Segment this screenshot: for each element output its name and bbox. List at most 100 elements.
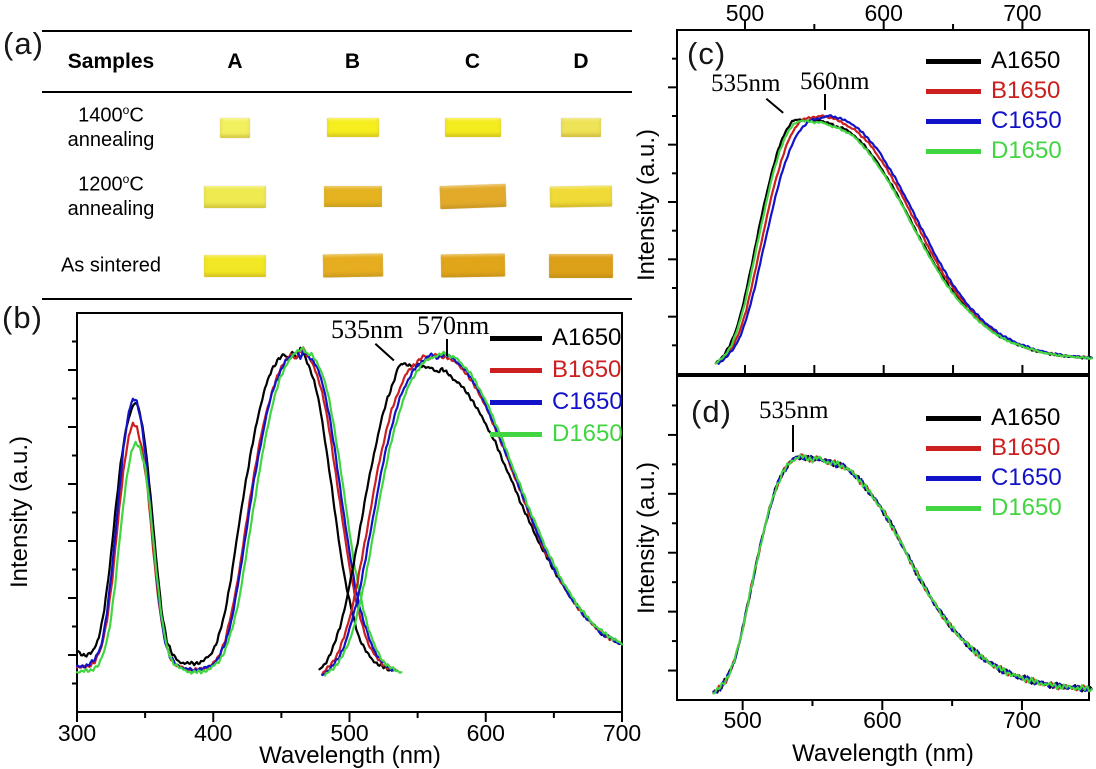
legend-label: C1650 (991, 107, 1062, 134)
legend-item-a1650: A1650 (926, 403, 1062, 433)
emission-chart-d: 500 600 700 Wavelength (nm) Intensity (a.u.) (633, 375, 1093, 767)
row-label-line2: annealing (67, 128, 155, 151)
legend-line-swatch (926, 415, 981, 421)
degree-sup: o (122, 172, 130, 187)
table-row-1400c: 1400oC annealing (42, 93, 632, 162)
sample-photo-c-sintered (440, 253, 505, 278)
legend-item-d1650: D1650 (926, 493, 1062, 523)
sample-photo-c-1200 (439, 183, 506, 210)
sample-cell (415, 183, 530, 210)
legend-line-swatch (926, 505, 981, 511)
peak-annotation-c-535nm: 535nm (711, 70, 781, 97)
sample-photo-a-1400 (220, 117, 250, 138)
excitation-emission-chart-b: 300 400 500 600 700 Wavelength (nm) Intensity … (6, 312, 641, 769)
sample-cell (290, 186, 415, 207)
legend-panel-c: A1650 B1650 C1650 D1650 (926, 46, 1062, 166)
svg-text:600: 600 (467, 720, 505, 746)
row-label-as-sintered: As sintered (42, 253, 180, 278)
sample-photo-a-sintered (204, 254, 266, 277)
sample-cell (180, 117, 290, 138)
peak-annotation-c-560nm: 560nm (800, 68, 870, 95)
row-label-1200c: 1200oC annealing (42, 172, 180, 221)
row-label-unit: C (129, 173, 144, 196)
svg-text:Intensity (a.u.): Intensity (a.u.) (633, 129, 660, 281)
legend-line-swatch (926, 88, 981, 94)
legend-panel-d: A1650 B1650 C1650 D1650 (926, 403, 1062, 523)
svg-text:300: 300 (58, 720, 96, 746)
svg-text:500: 500 (723, 707, 761, 733)
legend-item-a1650: A1650 (490, 322, 623, 354)
legend-label: D1650 (552, 420, 623, 447)
legend-line-swatch (926, 58, 981, 64)
legend-line-swatch (490, 431, 542, 437)
samples-table-header: Samples A B C D (42, 32, 632, 93)
sample-photo-d-1400 (561, 118, 601, 137)
legend-label: A1650 (991, 47, 1061, 74)
legend-panel-b: A1650 B1650 C1650 D1650 (490, 322, 623, 450)
legend-item-a1650: A1650 (926, 46, 1062, 76)
row-label-1400c: 1400oC annealing (42, 103, 180, 152)
header-col-b: B (344, 49, 361, 73)
annotation-pointer-line (792, 425, 794, 452)
row-label-text: 1400 (78, 104, 123, 127)
legend-line-swatch (490, 335, 542, 341)
peak-annotation-b-535nm: 535nm (331, 315, 404, 344)
legend-label: D1650 (991, 137, 1062, 164)
legend-label: C1650 (991, 464, 1062, 491)
table-row-1200c: 1200oC annealing (42, 162, 632, 231)
legend-label: C1650 (552, 388, 623, 415)
row-label-line2: annealing (67, 197, 155, 220)
header-col-a: A (227, 49, 243, 73)
legend-label: B1650 (991, 434, 1061, 461)
svg-text:600: 600 (863, 707, 901, 733)
peak-annotation-d-535nm: 535nm (759, 397, 829, 424)
legend-item-b1650: B1650 (926, 433, 1062, 463)
annotation-pointer-line (446, 339, 448, 356)
legend-label: A1650 (552, 324, 622, 351)
sample-cell (180, 254, 290, 277)
legend-line-swatch (926, 445, 981, 451)
svg-text:Intensity (a.u.): Intensity (a.u.) (633, 462, 660, 614)
legend-line-swatch (926, 475, 981, 481)
header-col-d: D (573, 49, 589, 73)
legend-item-b1650: B1650 (490, 354, 623, 386)
svg-text:Wavelength (nm): Wavelength (nm) (259, 742, 441, 769)
svg-text:600: 600 (865, 0, 903, 26)
sample-photo-b-1400 (326, 118, 379, 137)
row-label-text: As sintered (60, 254, 162, 277)
svg-text:700: 700 (603, 720, 641, 746)
legend-item-c1650: C1650 (490, 386, 623, 418)
header-col-c: C (464, 49, 481, 73)
panel-label-a: (a) (3, 26, 44, 61)
panel-label-c: (c) (687, 36, 727, 71)
sample-photo-b-sintered (322, 253, 383, 278)
svg-text:400: 400 (194, 720, 232, 746)
row-label-text: 1200 (78, 173, 123, 196)
sample-photo-d-sintered (549, 253, 613, 278)
panel-label-b: (b) (2, 300, 43, 335)
sample-cell (530, 185, 632, 208)
svg-text:Wavelength (nm): Wavelength (nm) (792, 740, 974, 767)
legend-line-swatch (926, 148, 981, 154)
legend-item-d1650: D1650 (490, 418, 623, 450)
sample-cell (415, 118, 530, 137)
row-label-unit: C (129, 104, 144, 127)
svg-text:700: 700 (1003, 707, 1041, 733)
legend-item-c1650: C1650 (926, 106, 1062, 136)
annotation-pointer-line (824, 94, 826, 110)
sample-photo-d-1200 (549, 185, 613, 208)
legend-line-swatch (926, 118, 981, 124)
sample-cell (415, 253, 530, 278)
sample-cell (180, 185, 290, 208)
panel-label-d: (d) (691, 394, 732, 429)
legend-label: A1650 (991, 404, 1061, 431)
samples-table: Samples A B C D 1400oC annealing 1200oC … (42, 30, 632, 300)
svg-text:Intensity (a.u.): Intensity (a.u.) (6, 436, 33, 588)
svg-text:500: 500 (726, 0, 764, 26)
legend-item-b1650: B1650 (926, 76, 1062, 106)
legend-line-swatch (490, 367, 542, 373)
sample-cell (530, 253, 632, 278)
sample-photo-b-1200 (323, 186, 382, 207)
sample-photo-c-1400 (444, 118, 501, 137)
